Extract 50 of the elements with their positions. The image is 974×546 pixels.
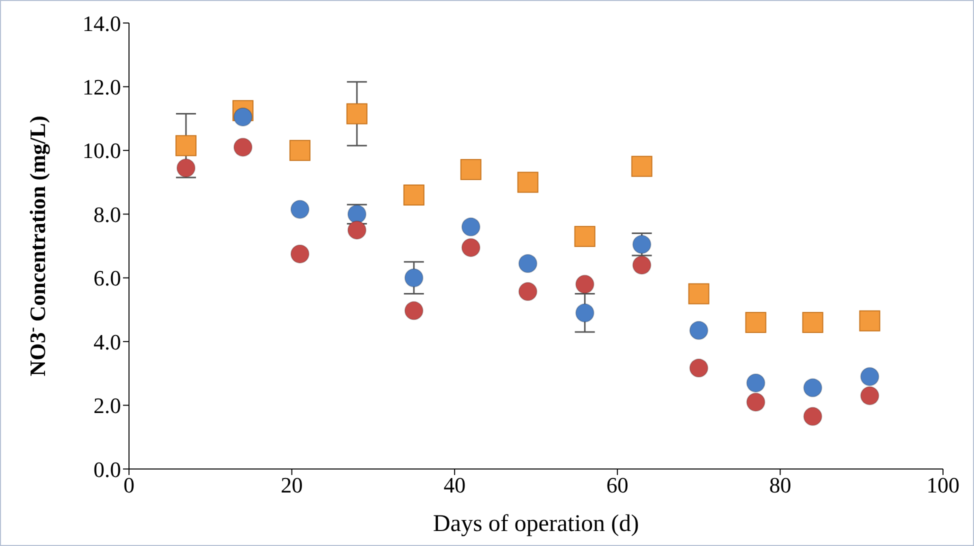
point (461, 217, 480, 236)
point (176, 158, 196, 178)
x-axis-title: Days of operation (d) (433, 511, 639, 537)
point (461, 238, 480, 258)
x-tick-label: 0 (124, 472, 134, 498)
point (745, 312, 766, 333)
y-tick-label: 6.0 (94, 266, 121, 291)
point (404, 268, 424, 288)
point (517, 172, 538, 193)
point (233, 107, 252, 126)
point (289, 140, 310, 161)
point (403, 184, 424, 206)
point (746, 373, 766, 392)
y-tick-label: 2.0 (94, 393, 121, 418)
point (290, 244, 310, 264)
y-tick-label: 0.0 (94, 456, 121, 482)
x-tick-label: 60 (606, 472, 628, 498)
point (404, 301, 424, 320)
point (689, 358, 708, 378)
point (518, 282, 538, 302)
point (460, 159, 482, 180)
x-tick-label: 20 (280, 472, 303, 498)
point (233, 138, 252, 157)
y-tick-label: 4.0 (94, 329, 121, 354)
point (574, 226, 596, 247)
y-tick-label: 10.0 (82, 138, 121, 164)
point (746, 392, 766, 412)
x-tick-label: 100 (926, 472, 960, 498)
point (802, 312, 824, 333)
point (689, 320, 708, 340)
point (175, 135, 196, 156)
point (290, 200, 310, 219)
point (803, 406, 822, 426)
point (575, 274, 594, 294)
point (631, 156, 652, 177)
point (347, 220, 366, 240)
point (860, 386, 880, 406)
point (346, 103, 368, 124)
point (575, 303, 594, 322)
y-tick-label: 8.0 (94, 202, 121, 227)
point (688, 283, 710, 304)
x-tick-label: 80 (769, 472, 792, 498)
x-tick-label: 40 (444, 472, 466, 498)
point (859, 310, 880, 332)
point (518, 254, 538, 274)
point (860, 367, 880, 386)
y-tick-label: 14.0 (82, 10, 121, 36)
point (632, 256, 652, 275)
point (803, 378, 822, 398)
y-tick-label: 12.0 (82, 74, 121, 100)
